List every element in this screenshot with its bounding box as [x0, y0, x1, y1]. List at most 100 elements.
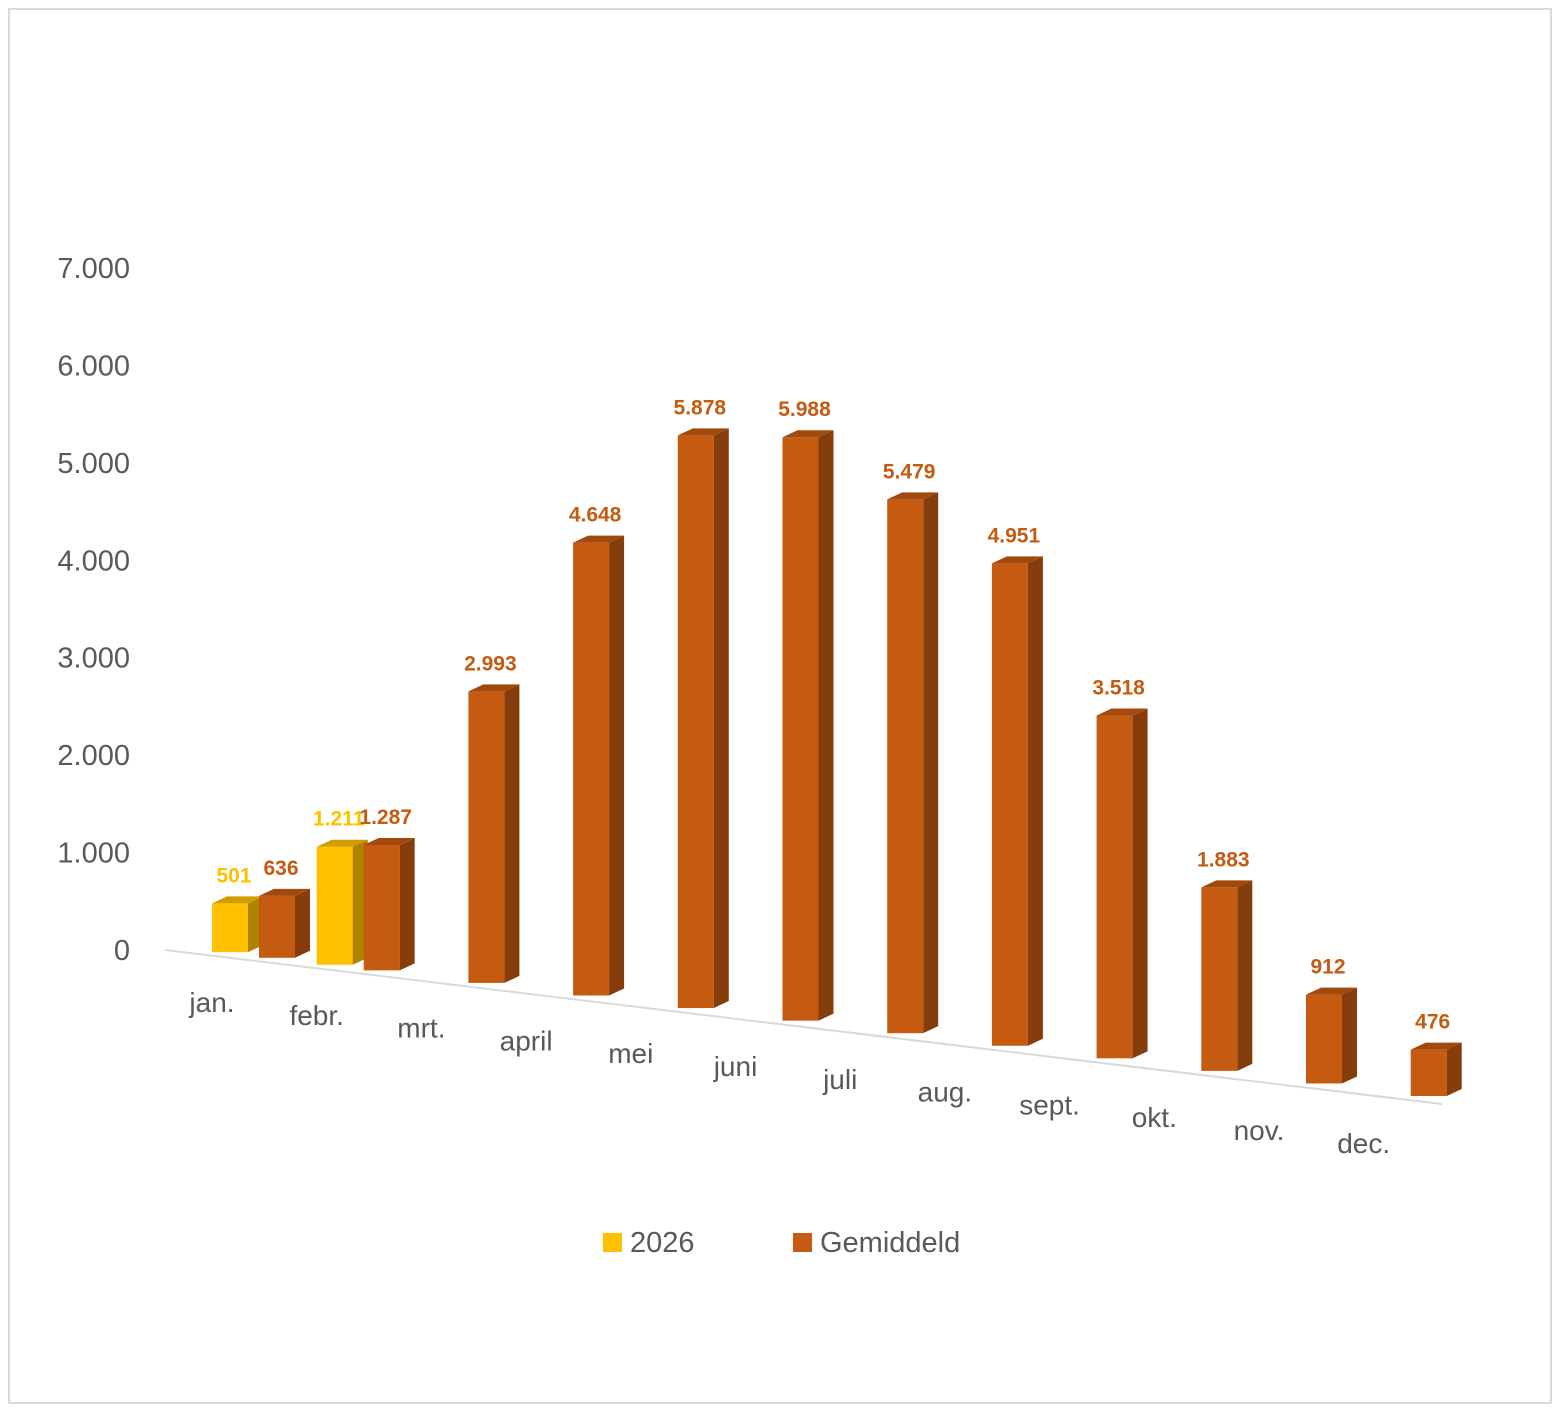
y-tick-label: 7.000 — [57, 253, 130, 285]
bar-gemiddeld-mei — [677, 428, 729, 1009]
x-tick-label: juni — [713, 1051, 758, 1082]
data-label-gemiddeld-okt: 1.883 — [1197, 848, 1250, 871]
x-axis-ticks: jan. febr. mrt. april mei juni juli aug. sept. ok… — [188, 987, 1390, 1159]
bar-front — [259, 895, 295, 958]
bar-top — [1306, 987, 1357, 995]
data-label-gemiddeld-juni: 5.988 — [778, 398, 831, 421]
data-label-gemiddeld-juli: 5.479 — [883, 460, 936, 483]
bar-front — [1096, 715, 1133, 1059]
bar-gemiddeld-febr — [363, 837, 415, 971]
data-label-2026-jan: 501 — [216, 864, 251, 887]
bar-front — [1410, 1049, 1447, 1097]
bar-gemiddeld-aug — [991, 556, 1043, 1046]
bar-side — [504, 684, 520, 983]
x-tick-label: sept. — [1019, 1089, 1080, 1120]
x-tick-label: mrt. — [397, 1013, 445, 1044]
data-label-gemiddeld-mei: 5.878 — [674, 396, 727, 419]
data-label-gemiddeld-jan: 636 — [263, 857, 298, 880]
legend: 2026 Gemiddeld — [603, 1227, 960, 1259]
bar-side — [1446, 1042, 1462, 1097]
bar-top — [1410, 1042, 1462, 1050]
bar-top — [316, 839, 368, 847]
data-label-gemiddeld-sept: 3.518 — [1092, 677, 1145, 700]
bar-front — [991, 563, 1028, 1046]
bar-top — [363, 837, 415, 845]
y-tick-label: 6.000 — [57, 350, 130, 382]
bar-front — [782, 437, 819, 1021]
y-tick-label: 0 — [114, 935, 130, 967]
bar-gemiddeld-sept — [1096, 708, 1148, 1059]
data-label-gemiddeld-dec: 476 — [1415, 1011, 1450, 1034]
bar-side — [818, 430, 834, 1021]
x-tick-label: juli — [822, 1064, 857, 1095]
bar-gemiddeld-juni — [782, 430, 834, 1021]
data-label-gemiddeld-nov: 912 — [1310, 956, 1345, 979]
bar-side — [713, 428, 729, 1009]
bar-front — [1306, 994, 1342, 1084]
bar-top — [677, 428, 729, 436]
bar-top — [573, 535, 625, 543]
bar-gemiddeld-mrt — [468, 684, 520, 983]
x-tick-label: april — [500, 1025, 553, 1056]
bar-2026-jan — [212, 896, 263, 953]
bar-top — [1201, 880, 1253, 888]
data-label-gemiddeld-febr: 1.287 — [359, 806, 412, 829]
bar-top — [1096, 708, 1148, 716]
x-tick-label: aug. — [918, 1077, 973, 1108]
bar-front — [573, 542, 610, 996]
bar-side — [295, 888, 310, 958]
bars-group — [212, 428, 1462, 1097]
legend-swatch-2026 — [603, 1233, 622, 1252]
legend-swatch-gemiddeld — [793, 1233, 812, 1252]
bar-front — [212, 903, 248, 953]
y-tick-label: 1.000 — [57, 838, 130, 870]
bar-top — [991, 556, 1043, 564]
bar-front — [887, 499, 924, 1034]
bar-front — [1201, 887, 1238, 1071]
bar-top — [782, 430, 834, 438]
bar-top — [259, 888, 310, 896]
bar-side — [1342, 987, 1357, 1084]
bar-gemiddeld-nov — [1306, 987, 1357, 1084]
data-label-gemiddeld-april: 4.648 — [569, 504, 622, 527]
bar-2026-febr — [316, 839, 368, 965]
x-tick-label: nov. — [1234, 1115, 1285, 1146]
y-tick-label: 5.000 — [57, 448, 130, 480]
bar-gemiddeld-dec — [1410, 1042, 1462, 1097]
bar-gemiddeld-jan — [259, 888, 310, 958]
bar-gemiddeld-okt — [1201, 880, 1253, 1071]
data-label-gemiddeld-mrt: 2.993 — [464, 652, 517, 675]
bar-gemiddeld-juli — [887, 492, 939, 1034]
y-axis-ticks: 0 1.000 2.000 3.000 4.000 5.000 6.000 7.000 — [57, 253, 130, 967]
x-axis-floor-line — [164, 949, 1443, 1105]
y-tick-label: 2.000 — [57, 740, 130, 772]
bar-side — [609, 535, 625, 996]
legend-label-gemiddeld: Gemiddeld — [820, 1227, 960, 1259]
bar-side — [1027, 556, 1043, 1046]
y-tick-label: 3.000 — [57, 643, 130, 675]
data-label-gemiddeld-aug: 4.951 — [988, 524, 1041, 547]
legend-label-2026: 2026 — [630, 1227, 695, 1259]
bar-gemiddeld-april — [573, 535, 625, 996]
bar-front — [468, 691, 505, 983]
bar-side — [399, 837, 415, 971]
x-tick-label: dec. — [1337, 1128, 1390, 1159]
bar-top — [212, 896, 263, 904]
bar-front — [363, 844, 400, 971]
x-tick-label: mei — [608, 1038, 653, 1069]
bar-front — [677, 435, 714, 1009]
bar-top — [468, 684, 520, 692]
x-tick-label: okt. — [1132, 1102, 1177, 1133]
data-label-2026-febr: 1.211 — [313, 808, 365, 831]
bar-top — [887, 492, 939, 500]
y-tick-label: 4.000 — [57, 545, 130, 577]
bar-side — [1132, 708, 1148, 1059]
bar-side — [923, 492, 939, 1034]
chart-frame — [8, 8, 1552, 1404]
x-tick-label: jan. — [188, 987, 234, 1018]
bar-side — [1237, 880, 1253, 1071]
bar-front — [316, 846, 353, 965]
x-tick-label: febr. — [289, 1000, 343, 1031]
